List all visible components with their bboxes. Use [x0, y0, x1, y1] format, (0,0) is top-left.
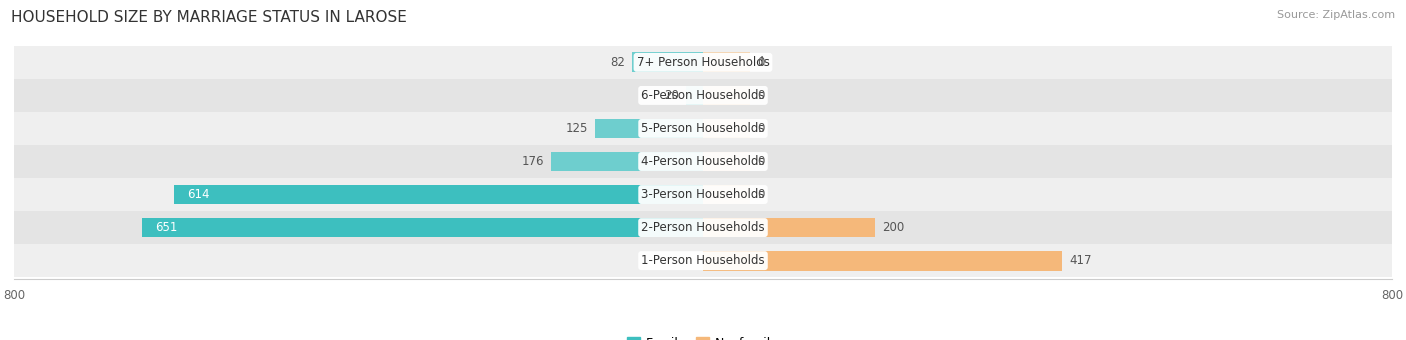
- Text: 200: 200: [882, 221, 904, 234]
- Bar: [595, 119, 703, 138]
- Bar: [14, 46, 1392, 79]
- Text: 0: 0: [758, 155, 765, 168]
- Bar: [633, 52, 703, 72]
- Bar: [14, 178, 1392, 211]
- Bar: [14, 79, 1392, 112]
- Text: Source: ZipAtlas.com: Source: ZipAtlas.com: [1277, 10, 1395, 20]
- Bar: [703, 85, 751, 105]
- Bar: [14, 211, 1392, 244]
- Bar: [686, 85, 703, 105]
- Bar: [551, 152, 703, 171]
- Text: 7+ Person Households: 7+ Person Households: [637, 56, 769, 69]
- Bar: [703, 218, 875, 238]
- Text: 6-Person Households: 6-Person Households: [641, 89, 765, 102]
- Bar: [14, 145, 1392, 178]
- Text: 82: 82: [610, 56, 626, 69]
- Bar: [174, 185, 703, 204]
- Bar: [703, 251, 1062, 271]
- Text: 3-Person Households: 3-Person Households: [641, 188, 765, 201]
- Text: 0: 0: [758, 122, 765, 135]
- Text: 1-Person Households: 1-Person Households: [641, 254, 765, 267]
- Text: 176: 176: [522, 155, 544, 168]
- Text: 417: 417: [1069, 254, 1091, 267]
- Text: 651: 651: [155, 221, 177, 234]
- Text: 5-Person Households: 5-Person Households: [641, 122, 765, 135]
- Bar: [142, 218, 703, 238]
- Text: 0: 0: [758, 56, 765, 69]
- Bar: [703, 152, 751, 171]
- Legend: Family, Nonfamily: Family, Nonfamily: [623, 332, 783, 340]
- Text: 0: 0: [758, 89, 765, 102]
- Text: 125: 125: [567, 122, 589, 135]
- Text: 614: 614: [187, 188, 209, 201]
- Bar: [14, 244, 1392, 277]
- Text: HOUSEHOLD SIZE BY MARRIAGE STATUS IN LAROSE: HOUSEHOLD SIZE BY MARRIAGE STATUS IN LAR…: [11, 10, 408, 25]
- Text: 20: 20: [664, 89, 679, 102]
- Bar: [703, 185, 751, 204]
- Text: 0: 0: [758, 188, 765, 201]
- Text: 4-Person Households: 4-Person Households: [641, 155, 765, 168]
- Bar: [703, 119, 751, 138]
- Bar: [14, 112, 1392, 145]
- Bar: [703, 52, 751, 72]
- Text: 2-Person Households: 2-Person Households: [641, 221, 765, 234]
